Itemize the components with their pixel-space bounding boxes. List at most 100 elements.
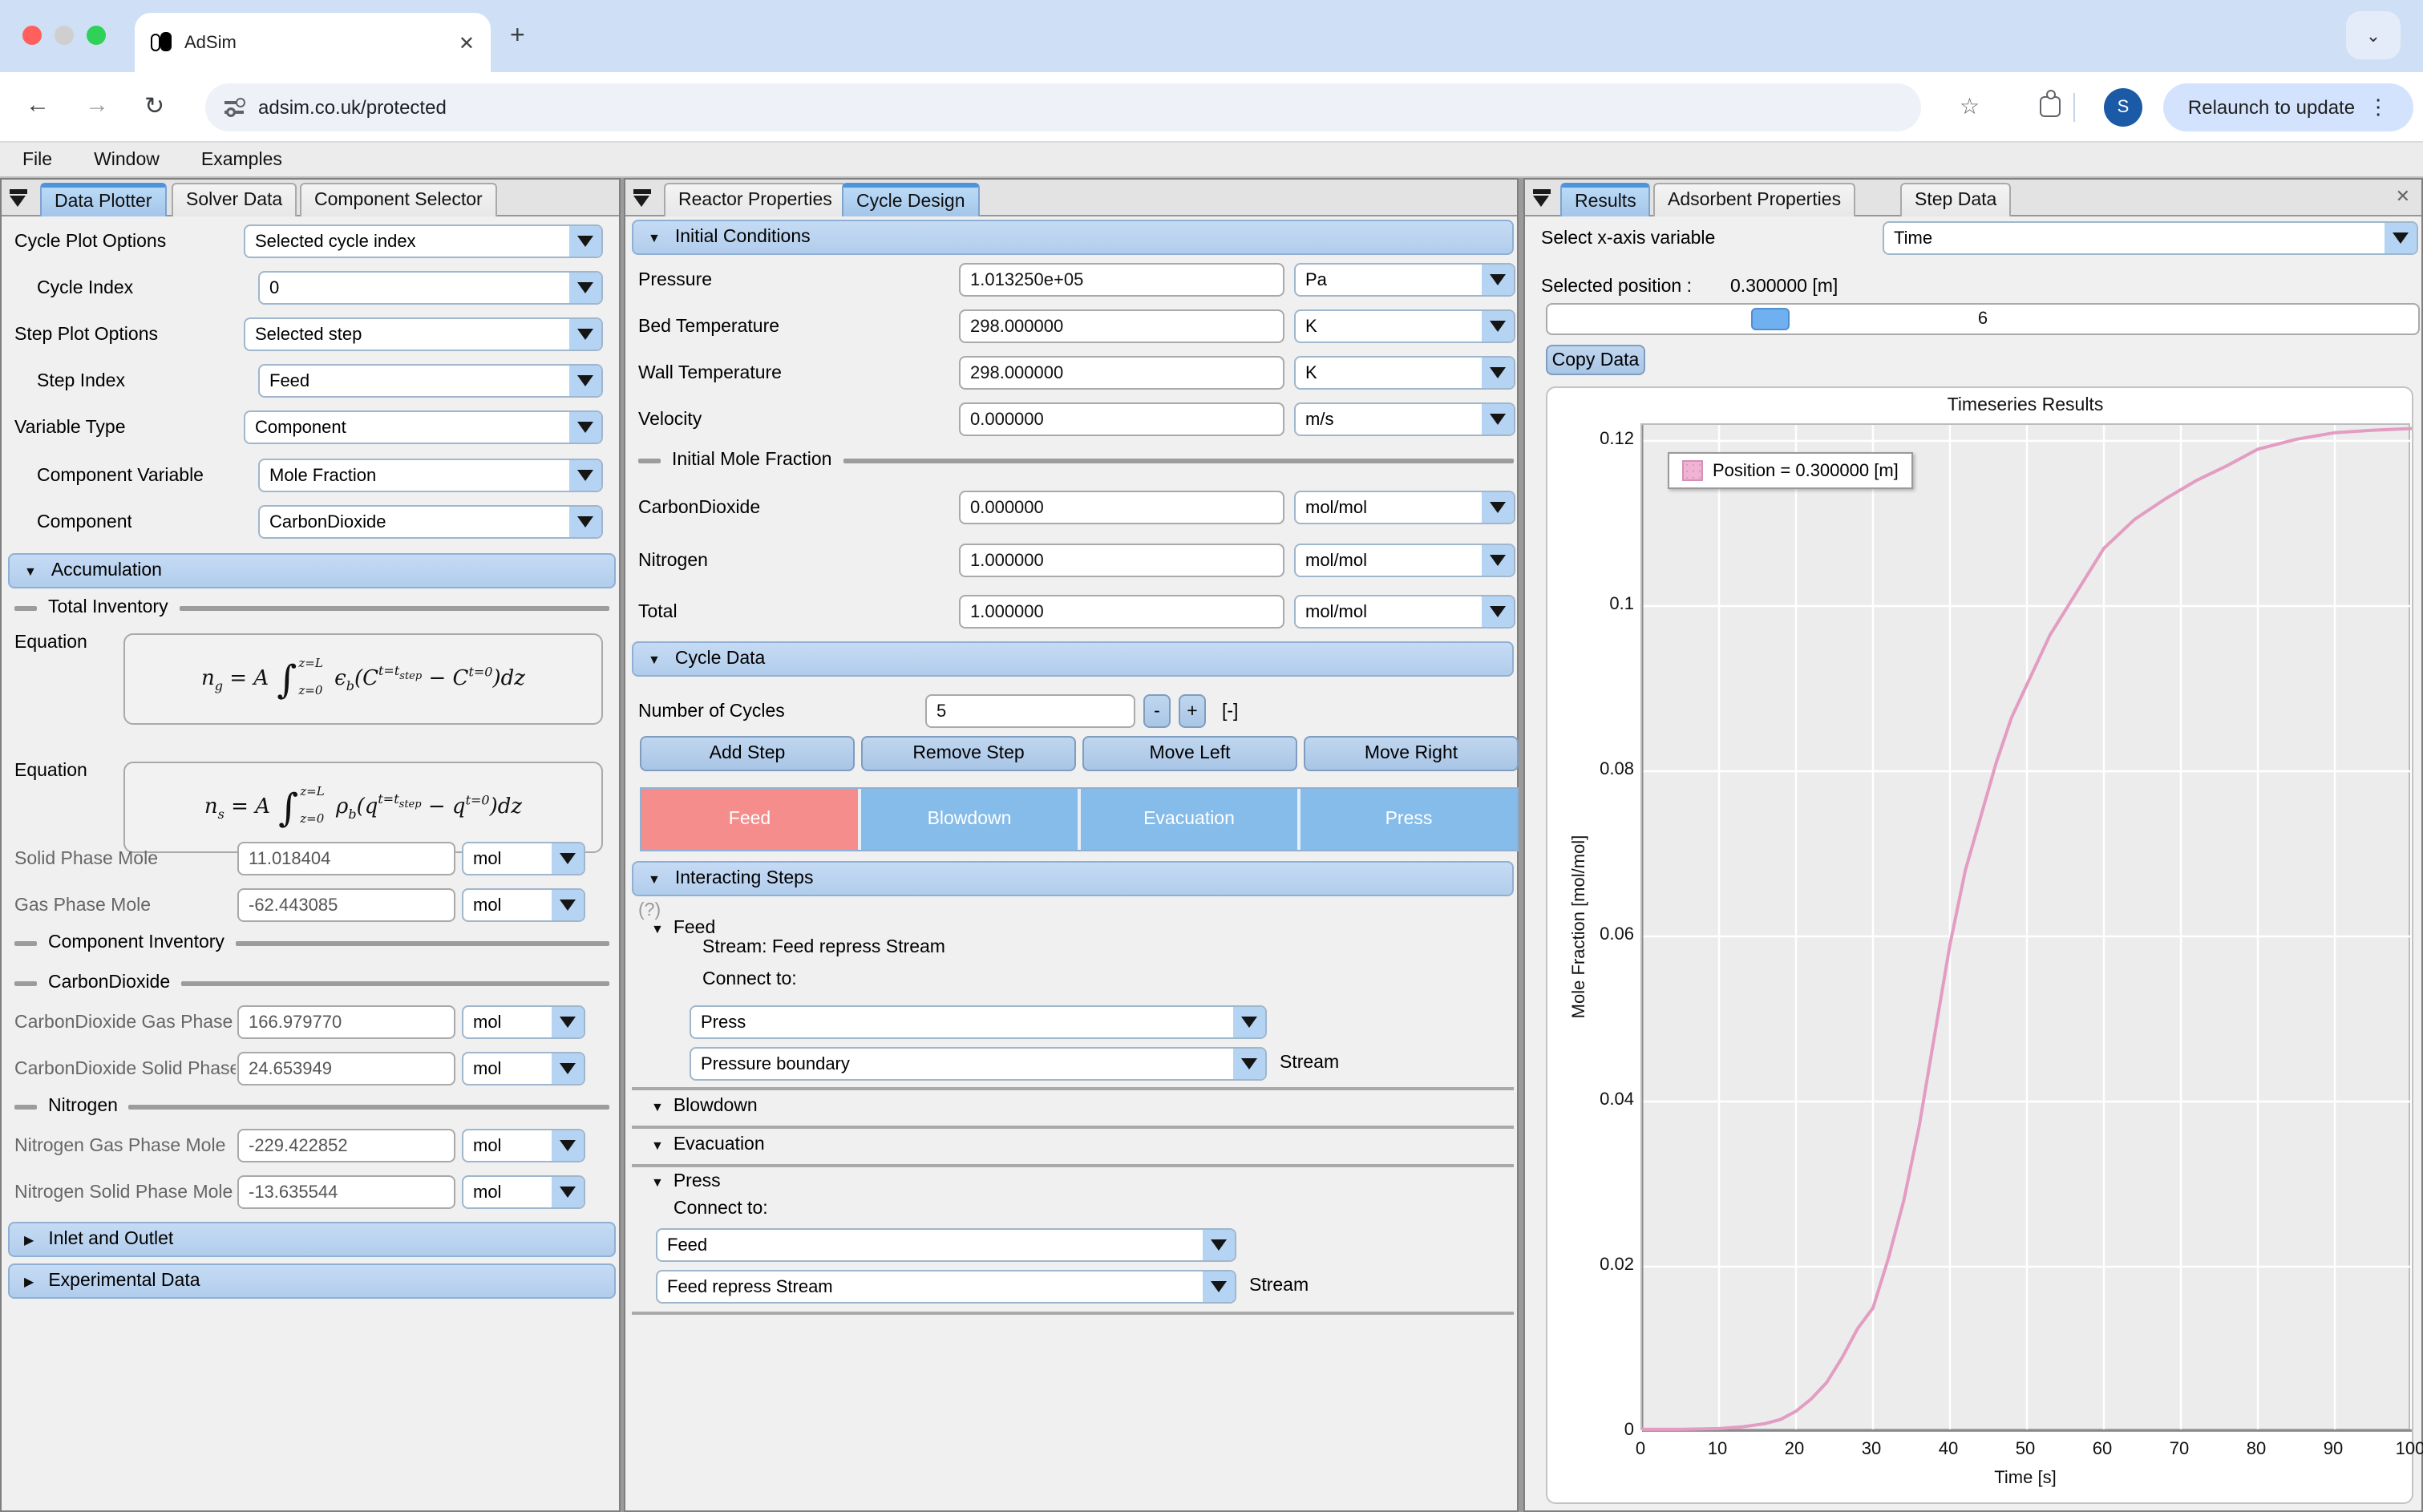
- velocity-unit-dropdown[interactable]: m/s: [1294, 402, 1515, 436]
- experimental-data-section-header[interactable]: ▶Experimental Data: [8, 1263, 616, 1299]
- profile-avatar[interactable]: S: [2104, 88, 2142, 127]
- selected-position-value: 0.300000 [m]: [1730, 269, 1838, 303]
- menu-window[interactable]: Window: [94, 150, 160, 169]
- step-index-dropdown[interactable]: Feed: [258, 364, 603, 398]
- cycle-data-section-header[interactable]: ▼Cycle Data: [632, 641, 1514, 677]
- step-press[interactable]: Press: [1300, 789, 1517, 850]
- cycle-plot-options-dropdown[interactable]: Selected cycle index: [244, 224, 603, 258]
- gas-phase-mole-unit-dropdown[interactable]: mol: [462, 888, 585, 922]
- inlet-and-outlet-section-header[interactable]: ▶Inlet and Outlet: [8, 1222, 616, 1257]
- imf-total-unit-dropdown[interactable]: mol/mol: [1294, 595, 1515, 629]
- velocity-field[interactable]: 0.000000: [959, 402, 1284, 436]
- relaunch-to-update-button[interactable]: Relaunch to update ⋮: [2163, 83, 2413, 131]
- n2-solid-phase-value[interactable]: -13.635544: [237, 1175, 455, 1209]
- n2-solid-phase-unit-dropdown[interactable]: mol: [462, 1175, 585, 1209]
- co2-gas-phase-value[interactable]: 166.979770: [237, 1005, 455, 1039]
- extensions-icon[interactable]: [2040, 96, 2061, 117]
- feed-subsection-header[interactable]: ▼Feed: [651, 919, 715, 938]
- solid-phase-mole-value[interactable]: 11.018404: [237, 842, 455, 875]
- step-plot-options-dropdown[interactable]: Selected step: [244, 317, 603, 351]
- back-icon[interactable]: ←: [26, 91, 50, 119]
- accumulation-section-header[interactable]: ▼Accumulation: [8, 553, 616, 588]
- imf-co2-unit-dropdown[interactable]: mol/mol: [1294, 491, 1515, 524]
- solid-phase-mole-unit-dropdown[interactable]: mol: [462, 842, 585, 875]
- wall-temperature-field[interactable]: 298.000000: [959, 356, 1284, 390]
- position-slider[interactable]: 6: [1546, 303, 2420, 335]
- initial-conditions-section-header[interactable]: ▼Initial Conditions: [632, 220, 1514, 255]
- n2-solid-phase-label: Nitrogen Solid Phase Mole: [14, 1175, 236, 1209]
- cycle-index-dropdown[interactable]: 0: [258, 271, 603, 305]
- number-of-cycles-field[interactable]: 5: [925, 694, 1135, 728]
- press-connect-step-dropdown[interactable]: Feed: [656, 1228, 1236, 1262]
- expand-triangle-icon: ▶: [24, 1274, 34, 1288]
- panel-menu-icon[interactable]: [10, 189, 27, 207]
- gas-phase-mole-value[interactable]: -62.443085: [237, 888, 455, 922]
- press-subsection-header[interactable]: ▼Press: [651, 1172, 721, 1191]
- remove-step-button[interactable]: Remove Step: [861, 736, 1076, 771]
- tab-solver-data[interactable]: Solver Data: [172, 183, 297, 216]
- tab-data-plotter[interactable]: Data Plotter: [40, 183, 166, 216]
- imf-total-field[interactable]: 1.000000: [959, 595, 1284, 629]
- wall-temperature-unit-dropdown[interactable]: K: [1294, 356, 1515, 390]
- interacting-steps-section-header[interactable]: ▼Interacting Steps: [632, 861, 1514, 896]
- site-settings-icon[interactable]: [225, 99, 244, 115]
- co2-solid-phase-unit-dropdown[interactable]: mol: [462, 1052, 585, 1085]
- imf-co2-field[interactable]: 0.000000: [959, 491, 1284, 524]
- co2-solid-phase-value[interactable]: 24.653949: [237, 1052, 455, 1085]
- minimize-window-button[interactable]: [55, 26, 74, 45]
- panel-menu-icon[interactable]: [633, 189, 651, 207]
- blowdown-subsection-header[interactable]: ▼Blowdown: [651, 1097, 758, 1116]
- n2-gas-phase-value[interactable]: -229.422852: [237, 1129, 455, 1162]
- component-dropdown[interactable]: CarbonDioxide: [258, 505, 603, 539]
- close-tab-icon[interactable]: ✕: [459, 31, 475, 54]
- cycles-decrement-button[interactable]: -: [1143, 694, 1171, 728]
- bookmark-star-icon[interactable]: ☆: [1960, 93, 1980, 120]
- imf-n2-unit-dropdown[interactable]: mol/mol: [1294, 544, 1515, 577]
- tab-adsorbent-properties[interactable]: Adsorbent Properties: [1653, 183, 1855, 216]
- tab-reactor-properties[interactable]: Reactor Properties: [664, 183, 847, 216]
- menu-file[interactable]: File: [22, 150, 52, 169]
- press-connect-stream-dropdown[interactable]: Feed repress Stream: [656, 1270, 1236, 1304]
- add-step-button[interactable]: Add Step: [640, 736, 855, 771]
- feed-connect-stream-dropdown[interactable]: Pressure boundary: [690, 1047, 1267, 1081]
- imf-n2-label: Nitrogen: [638, 544, 708, 577]
- help-hint[interactable]: (?): [638, 901, 661, 920]
- step-blowdown[interactable]: Blowdown: [861, 789, 1081, 850]
- tab-cycle-design[interactable]: Cycle Design: [842, 183, 980, 216]
- refresh-icon[interactable]: ↻: [144, 91, 164, 120]
- chevron-down-icon: [1482, 265, 1514, 295]
- xaxis-variable-dropdown[interactable]: Time: [1883, 221, 2418, 255]
- tab-component-selector[interactable]: Component Selector: [300, 183, 497, 216]
- pressure-field[interactable]: 1.013250e+05: [959, 263, 1284, 297]
- co2-gas-phase-unit-dropdown[interactable]: mol: [462, 1005, 585, 1039]
- tab-results[interactable]: Results: [1560, 183, 1651, 216]
- app-menubar: File Window Examples: [0, 143, 2423, 178]
- panel-menu-icon[interactable]: [1533, 189, 1551, 207]
- feed-connect-step-dropdown[interactable]: Press: [690, 1005, 1267, 1039]
- variable-type-dropdown[interactable]: Component: [244, 410, 603, 444]
- move-left-button[interactable]: Move Left: [1082, 736, 1297, 771]
- component-variable-dropdown[interactable]: Mole Fraction: [258, 459, 603, 492]
- tab-step-data[interactable]: Step Data: [1900, 183, 2011, 216]
- url-bar[interactable]: adsim.co.uk/protected: [205, 83, 1921, 131]
- zoom-window-button[interactable]: [87, 26, 106, 45]
- move-right-button[interactable]: Move Right: [1304, 736, 1519, 771]
- bed-temperature-field[interactable]: 298.000000: [959, 309, 1284, 343]
- tab-search-chevron-button[interactable]: ⌄: [2346, 11, 2401, 59]
- close-panel-icon[interactable]: ✕: [2396, 186, 2410, 207]
- close-window-button[interactable]: [22, 26, 42, 45]
- imf-n2-field[interactable]: 1.000000: [959, 544, 1284, 577]
- cycles-increment-button[interactable]: +: [1179, 694, 1206, 728]
- browser-tab[interactable]: AdSim ✕: [135, 13, 491, 72]
- pressure-unit-dropdown[interactable]: Pa: [1294, 263, 1515, 297]
- new-tab-button[interactable]: +: [510, 22, 525, 51]
- browser-menu-icon[interactable]: ⋮: [2368, 95, 2389, 120]
- evacuation-subsection-header[interactable]: ▼Evacuation: [651, 1135, 765, 1154]
- menu-examples[interactable]: Examples: [201, 150, 282, 169]
- forward-icon[interactable]: →: [85, 91, 109, 119]
- step-feed[interactable]: Feed: [641, 789, 861, 850]
- bed-temperature-unit-dropdown[interactable]: K: [1294, 309, 1515, 343]
- step-evacuation[interactable]: Evacuation: [1081, 789, 1300, 850]
- copy-data-button[interactable]: Copy Data: [1546, 345, 1645, 375]
- n2-gas-phase-unit-dropdown[interactable]: mol: [462, 1129, 585, 1162]
